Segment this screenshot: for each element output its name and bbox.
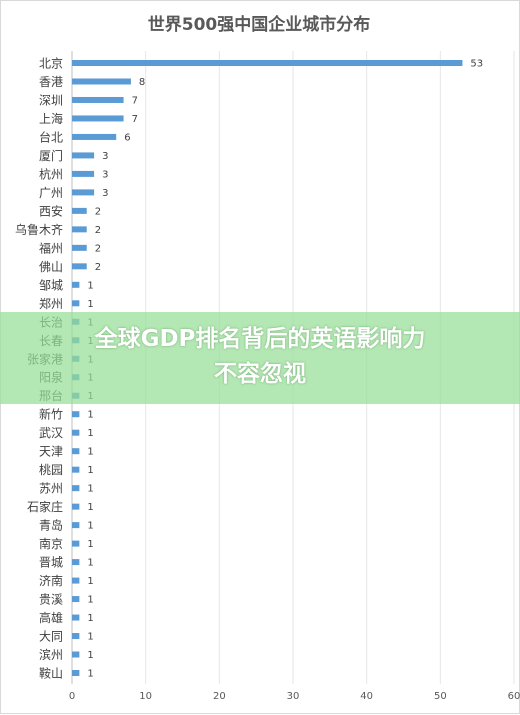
data-label: 1 (87, 595, 93, 606)
category-label: 厦门 (39, 148, 63, 163)
data-label: 1 (87, 410, 93, 421)
chart-title: 世界500强中国企业城市分布 (148, 14, 371, 35)
bar (72, 577, 80, 584)
x-tick-label: 60 (508, 691, 520, 702)
bar (72, 522, 80, 529)
x-tick-label: 30 (287, 691, 300, 702)
data-label: 1 (87, 613, 93, 624)
x-tick-label: 40 (360, 691, 373, 702)
overlay-banner (0, 312, 520, 404)
bar (72, 485, 80, 492)
data-label: 1 (87, 447, 93, 458)
data-label: 3 (102, 151, 108, 162)
category-label: 福州 (39, 240, 63, 255)
data-label: 2 (95, 206, 101, 217)
bar (72, 133, 117, 140)
category-label: 鞍山 (39, 666, 63, 681)
category-label: 苏州 (39, 482, 63, 496)
data-label: 1 (87, 558, 93, 569)
x-tick-label: 20 (213, 691, 226, 702)
bar (72, 300, 80, 307)
overlay-headline: 全球GDP排名背后的英语影响力 不容忽视 (94, 326, 426, 387)
bar (72, 96, 124, 103)
category-label: 北京 (39, 57, 63, 71)
data-label: 53 (470, 59, 483, 70)
data-label: 1 (87, 502, 93, 513)
x-tick-label: 50 (434, 691, 447, 702)
category-label: 武汉 (39, 426, 63, 440)
bar (72, 670, 80, 676)
data-label: 6 (124, 132, 130, 143)
data-label: 1 (87, 521, 93, 532)
category-label: 西安 (39, 203, 63, 218)
data-label: 1 (87, 484, 93, 495)
data-label: 1 (87, 428, 93, 439)
bar (72, 429, 80, 436)
bars (72, 60, 463, 676)
category-label: 滨州 (39, 647, 63, 662)
category-label: 深圳 (39, 93, 63, 107)
bar (72, 226, 87, 233)
bar (72, 281, 80, 288)
data-label: 3 (102, 169, 108, 180)
data-label: 8 (139, 77, 145, 88)
category-label: 香港 (39, 75, 63, 89)
bar (72, 115, 124, 122)
category-label: 桃园 (39, 462, 63, 477)
category-label: 新竹 (39, 407, 63, 422)
bar (72, 596, 80, 603)
category-label: 乌鲁木齐 (15, 222, 63, 237)
x-tick-label: 0 (69, 691, 75, 702)
category-label: 济南 (39, 573, 63, 588)
data-label: 1 (87, 650, 93, 661)
category-label: 天津 (39, 445, 63, 459)
category-label: 贵溪 (39, 593, 63, 607)
bar (72, 633, 80, 640)
data-label: 2 (95, 262, 101, 273)
category-label: 上海 (39, 111, 63, 126)
bar (72, 189, 95, 196)
category-label: 南京 (39, 536, 63, 551)
x-tick-label: 10 (139, 691, 152, 702)
bar (72, 466, 80, 473)
category-label: 台北 (39, 129, 63, 144)
data-label: 2 (95, 225, 101, 236)
data-label: 1 (87, 576, 93, 587)
data-label: 1 (87, 280, 93, 291)
bar (72, 244, 87, 251)
bar (72, 152, 95, 159)
bar (72, 411, 80, 418)
data-label: 1 (87, 539, 93, 550)
category-label: 高雄 (39, 610, 63, 625)
category-label: 石家庄 (27, 499, 63, 514)
bar (72, 170, 95, 177)
data-label: 7 (132, 95, 138, 106)
bar (72, 78, 131, 85)
data-label: 1 (87, 465, 93, 476)
bar (72, 207, 87, 214)
bar (72, 503, 80, 510)
category-label: 邹城 (39, 278, 63, 292)
bar (72, 263, 87, 270)
bar (72, 651, 80, 658)
bar (72, 60, 463, 66)
bar (72, 559, 80, 566)
category-label: 大同 (39, 630, 63, 644)
data-label: 2 (95, 243, 101, 254)
bar (72, 540, 80, 547)
category-label: 佛山 (39, 260, 63, 274)
category-label: 杭州 (39, 166, 63, 181)
bar (72, 448, 80, 455)
category-label: 广州 (39, 186, 63, 200)
data-label: 3 (102, 188, 108, 199)
data-label: 1 (87, 632, 93, 643)
data-label: 1 (87, 299, 93, 310)
bar (72, 614, 80, 621)
category-label: 郑州 (39, 296, 63, 311)
data-label: 1 (87, 669, 93, 680)
category-label: 晋城 (39, 556, 63, 570)
data-label: 7 (132, 114, 138, 125)
category-label: 青岛 (39, 518, 63, 533)
